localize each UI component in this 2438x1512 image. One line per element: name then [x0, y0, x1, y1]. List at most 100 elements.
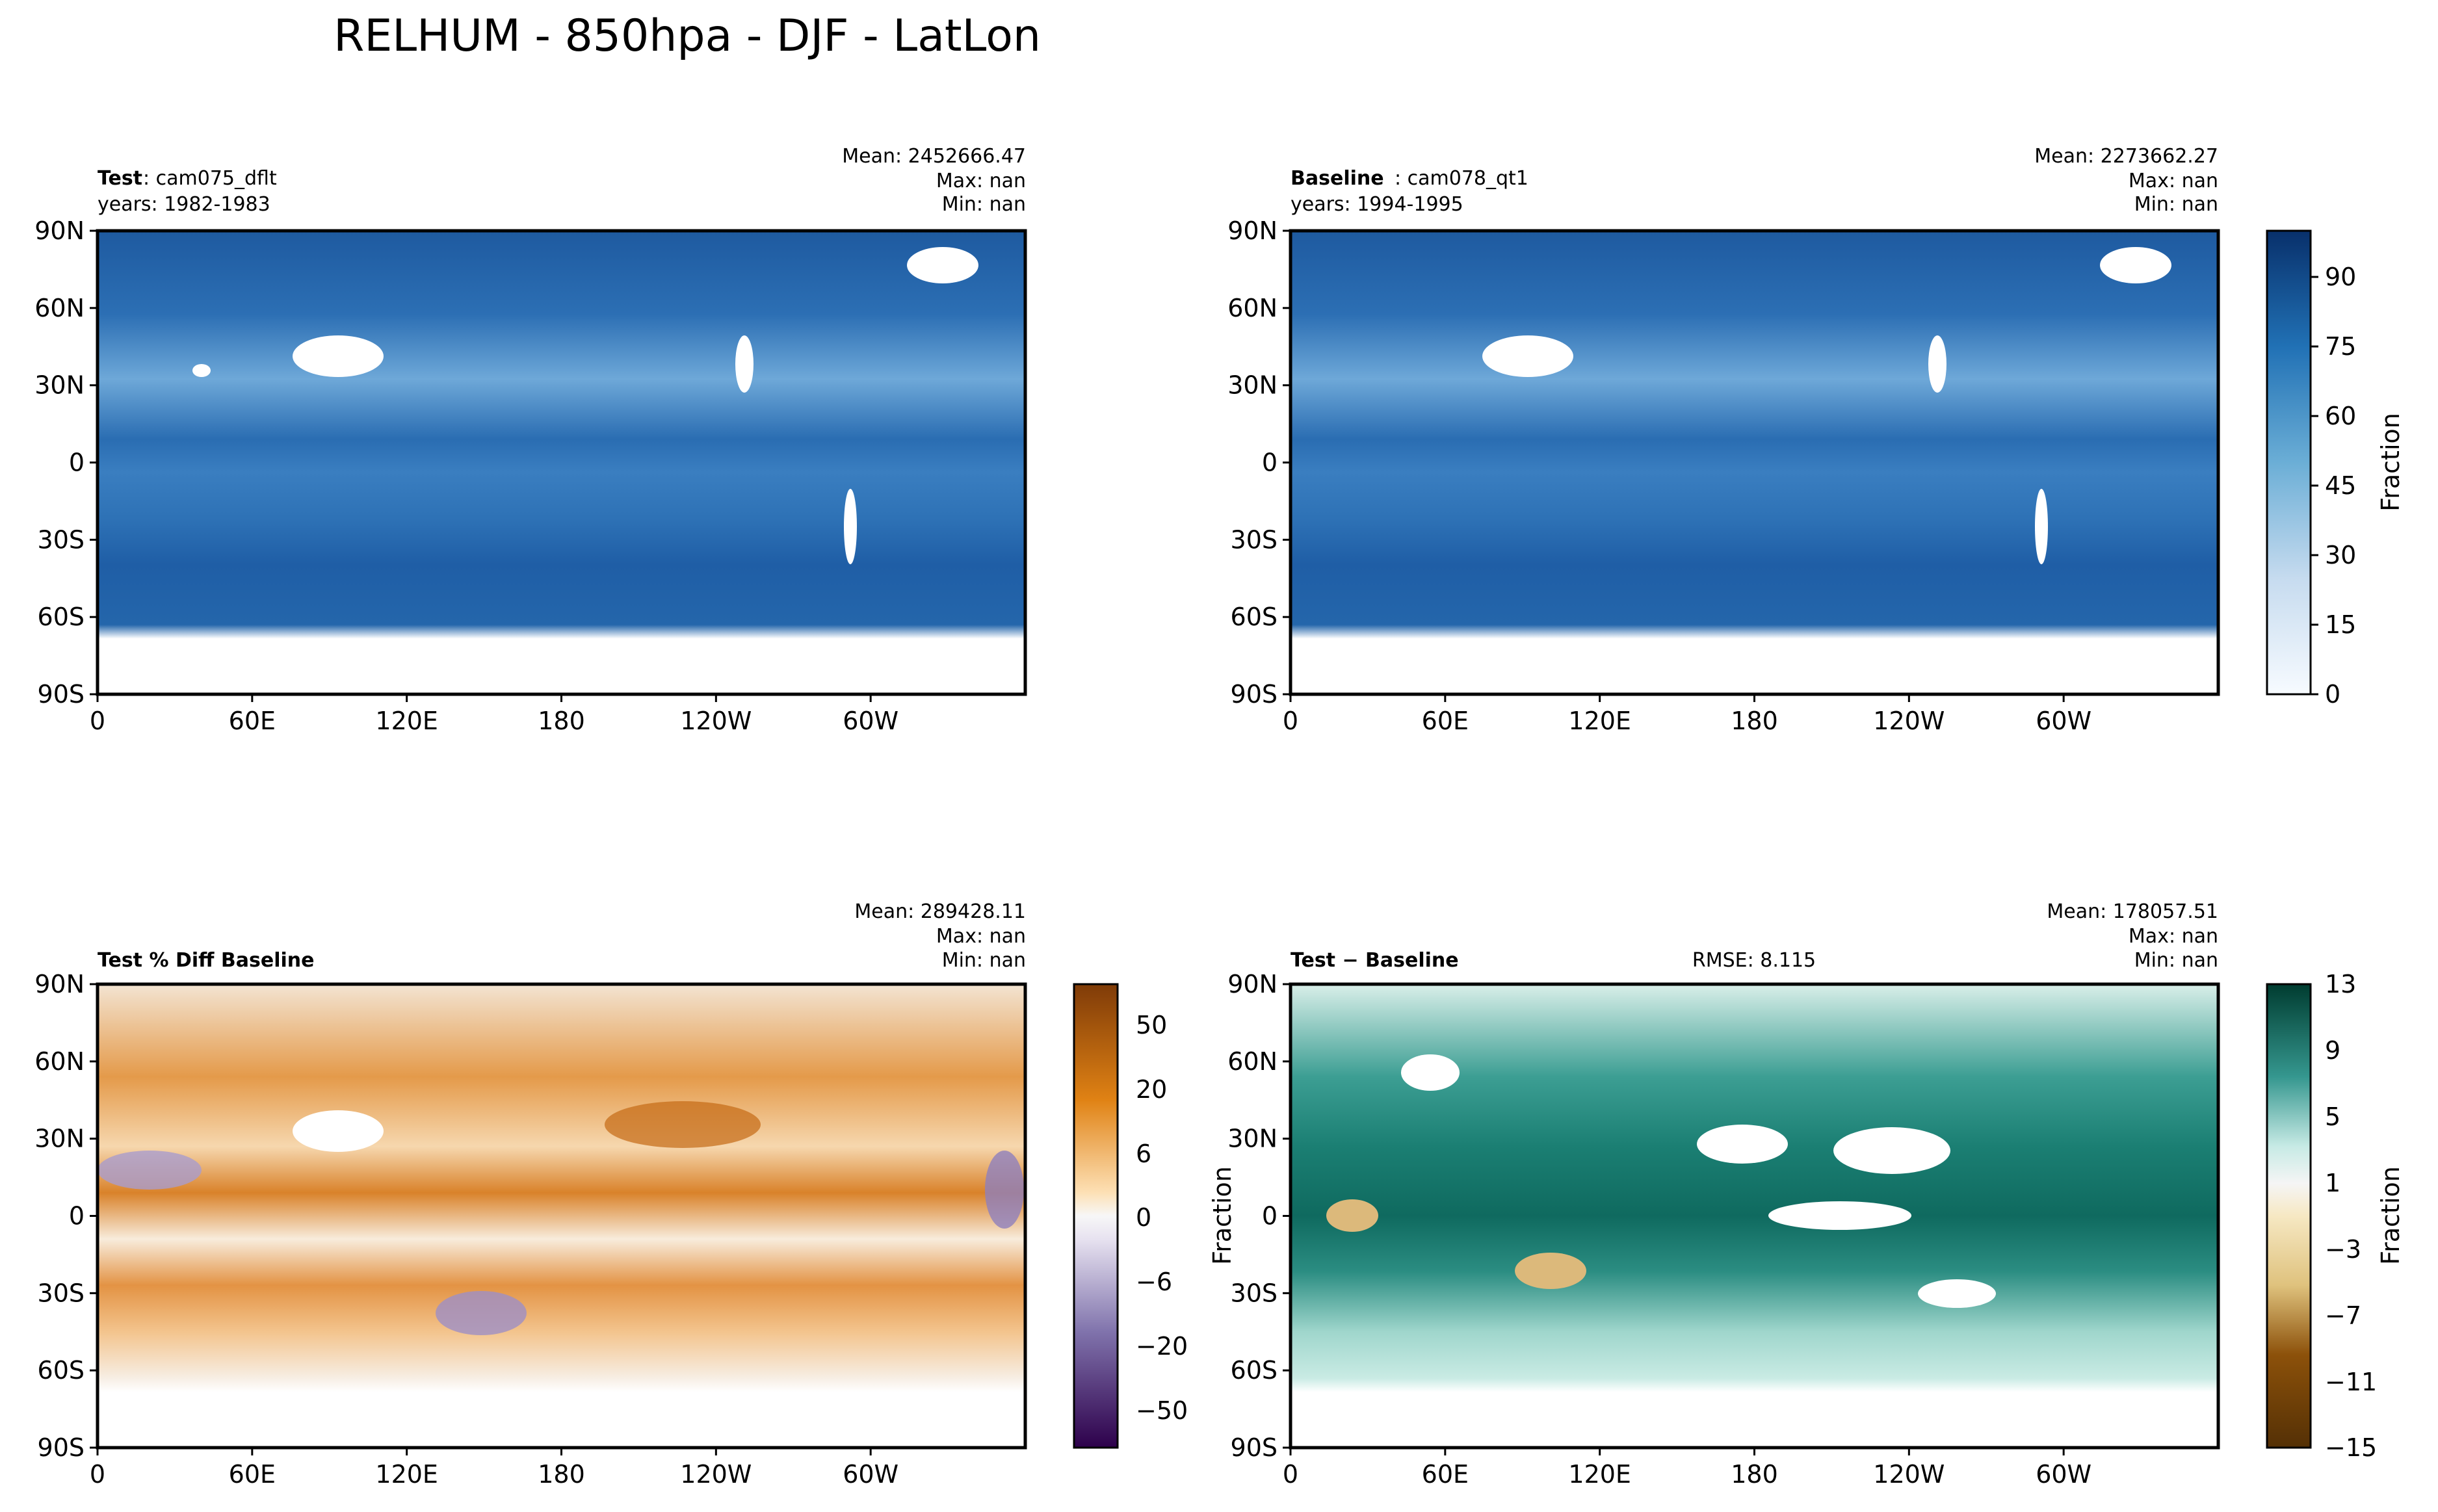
- panel-pct-diff: Test % Diff Baseline Mean: 289428.11 Max…: [96, 900, 1188, 1450]
- y-tick-label: 60N: [1227, 1047, 1278, 1076]
- panel-diff-mean: Mean: 178057.51: [2047, 900, 2218, 923]
- y-tick-label: 0: [1262, 449, 1278, 477]
- y-tick-label: 90N: [34, 216, 85, 245]
- y-tick-label: 60N: [34, 294, 85, 322]
- x-tick-label: 60W: [2036, 707, 2091, 735]
- y-tick-label: 0: [69, 449, 85, 477]
- figure-title: RELHUM - 850hpa - DJF - LatLon: [334, 10, 1041, 62]
- x-tick-label: 180: [538, 1460, 585, 1489]
- y-tick-label: 30N: [34, 371, 85, 400]
- x-tick-label: 180: [1731, 707, 1778, 735]
- y-tick-label: 60N: [1227, 294, 1278, 322]
- y-tick-label: 30S: [38, 1279, 85, 1307]
- panel-test-mean: Mean: 2452666.47: [842, 145, 1026, 168]
- y-tick-label: 0: [69, 1202, 85, 1231]
- panel-pct-diff-label: Test % Diff Baseline: [98, 949, 315, 972]
- y-tick-label: 60N: [34, 1047, 85, 1076]
- panel-pct-diff-max: Max: nan: [936, 925, 1026, 948]
- panel-diff-max: Max: nan: [2129, 925, 2218, 948]
- y-tick-label: 60S: [1231, 603, 1278, 631]
- cb-pct-tick: 20: [1136, 1075, 1167, 1104]
- panel-baseline-max: Max: nan: [2129, 170, 2218, 192]
- panel-test-max: Max: nan: [936, 170, 1026, 192]
- panel-diff-min: Min: nan: [2134, 949, 2218, 972]
- panel-baseline-label: : cam078_qt1: [1395, 167, 1528, 190]
- x-tick-label: 60E: [1422, 707, 1469, 735]
- panel-pct-diff-min: Min: nan: [942, 949, 1026, 972]
- panel-baseline-mean: Mean: 2273662.27: [2034, 145, 2218, 168]
- cb-baseline-tick: 0: [2325, 680, 2340, 709]
- cb-pct-tick: 50: [1136, 1011, 1167, 1039]
- y-tick-label: 30S: [1231, 1279, 1278, 1307]
- panel-diff-features: [1326, 1054, 1996, 1308]
- panel-pct-diff-features: [98, 1101, 1024, 1335]
- y-tick-label: 90N: [34, 970, 85, 998]
- cb-pct-tick: −6: [1136, 1268, 1172, 1296]
- x-tick-label: 120E: [1568, 1460, 1631, 1489]
- panel-test-min: Min: nan: [942, 193, 1026, 216]
- y-tick-label: 30S: [1231, 525, 1278, 554]
- x-tick-label: 120W: [1873, 1460, 1945, 1489]
- panel-baseline-min: Min: nan: [2134, 193, 2218, 216]
- y-tick-label: 90N: [1227, 216, 1278, 245]
- cb-baseline-tick: 60: [2325, 402, 2356, 430]
- panel-baseline-map: [1291, 231, 2218, 694]
- y-tick-label: 30N: [1227, 371, 1278, 400]
- y-tick-label: 30N: [34, 1125, 85, 1153]
- x-tick-label: 120W: [680, 1460, 752, 1489]
- colorbar-baseline-tick-labels: 0 15 30 45 60 75 90: [2325, 263, 2356, 709]
- x-tick-label: 0: [1283, 1460, 1298, 1489]
- y-tick-label: 90S: [38, 680, 85, 709]
- cb-diff-tick: −11: [2325, 1368, 2377, 1396]
- panel-pct-diff-mean: Mean: 289428.11: [854, 900, 1026, 923]
- colorbar-diff-tick-labels: 13 9 5 1 −3 −7 −11 −15: [2325, 970, 2377, 1462]
- y-tick-label: 90S: [1231, 680, 1278, 709]
- y-tick-label: 30N: [1227, 1125, 1278, 1153]
- cb-baseline-tick: 15: [2325, 610, 2356, 639]
- x-tick-label: 60W: [843, 707, 898, 735]
- colorbar-baseline-ticks: [2311, 276, 2318, 696]
- panel-test-years: years: 1982-1983: [98, 193, 270, 216]
- panel-baseline-label-bold: Baseline: [1291, 167, 1384, 190]
- panel-pct-diff-map: [98, 984, 1025, 1448]
- panel-test-label-bold: Test: [98, 167, 142, 190]
- panel-diff-side-label: Fraction: [1208, 1166, 1237, 1265]
- panel-baseline-land: [1482, 247, 2171, 564]
- x-tick-label: 180: [538, 707, 585, 735]
- panel-test-map: [98, 231, 1025, 694]
- cb-diff-tick: 9: [2325, 1036, 2340, 1065]
- y-tick-label: 60S: [38, 1356, 85, 1385]
- colorbar-pct-diff: [1073, 983, 1119, 1449]
- panel-test-land: [192, 247, 978, 564]
- y-tick-label: 90S: [1231, 1433, 1278, 1462]
- x-tick-label: 60W: [843, 1460, 898, 1489]
- panel-diff-map: [1291, 984, 2218, 1448]
- x-tick-label: 120E: [375, 707, 438, 735]
- colorbar-baseline: [2266, 229, 2312, 696]
- panel-diff-label: Test − Baseline: [1291, 949, 1459, 972]
- x-tick-label: 60E: [1422, 1460, 1469, 1489]
- x-tick-label: 0: [90, 707, 105, 735]
- y-tick-label: 60S: [38, 603, 85, 631]
- colorbar-diff-label: Fraction: [2376, 1166, 2405, 1265]
- x-tick-label: 60E: [229, 1460, 276, 1489]
- colorbar-baseline-label: Fraction: [2376, 413, 2405, 512]
- cb-diff-tick: 1: [2325, 1169, 2340, 1197]
- cb-diff-tick: −3: [2325, 1235, 2361, 1264]
- x-tick-label: 0: [1283, 707, 1298, 735]
- colorbar-diff: [2266, 983, 2312, 1449]
- cb-baseline-tick: 30: [2325, 541, 2356, 569]
- y-tick-label: 60S: [1231, 1356, 1278, 1385]
- panel-test-label: : cam075_dflt: [143, 167, 277, 190]
- cb-diff-tick: 5: [2325, 1102, 2340, 1131]
- y-tick-label: 0: [1262, 1202, 1278, 1231]
- panel-baseline-years: years: 1994-1995: [1291, 193, 1463, 216]
- cb-baseline-tick: 45: [2325, 471, 2356, 500]
- x-tick-label: 60W: [2036, 1460, 2091, 1489]
- panel-diff: Test − Baseline RMSE: 8.115 Mean: 178057…: [1208, 900, 2405, 1462]
- cb-pct-tick: −50: [1136, 1396, 1188, 1425]
- panel-test: Test : cam075_dflt years: 1982-1983 Mean…: [96, 145, 1027, 696]
- x-tick-label: 180: [1731, 1460, 1778, 1489]
- cb-baseline-tick: 90: [2325, 263, 2356, 291]
